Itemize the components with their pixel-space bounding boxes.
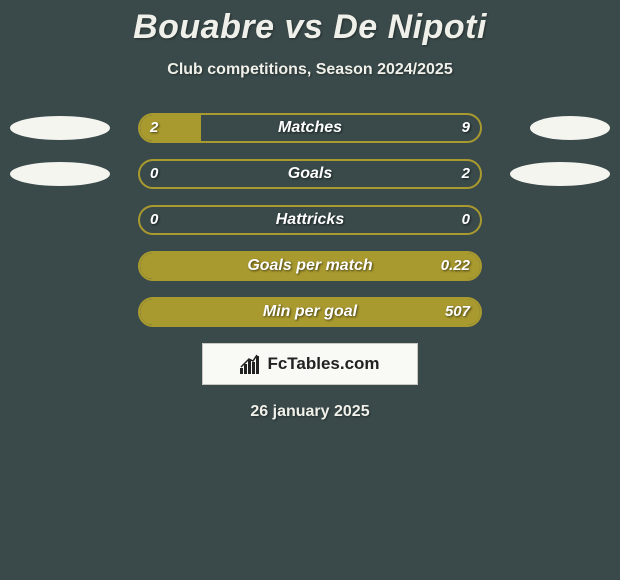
- comparison-chart: 2 Matches 9 0 Goals 2 0 Hattricks 0: [0, 113, 620, 327]
- stat-row-hattricks: 0 Hattricks 0: [0, 205, 620, 235]
- vs-text: vs: [284, 8, 323, 46]
- comparison-card: Bouabre vs De Nipoti Club competitions, …: [0, 0, 620, 421]
- left-bubble-icon: [10, 162, 110, 186]
- right-value: 9: [462, 115, 470, 141]
- right-value: 0: [462, 207, 470, 233]
- stat-label: Goals per match: [140, 253, 480, 279]
- player1-name: Bouabre: [133, 8, 274, 46]
- stat-bar: Min per goal 507: [138, 297, 482, 327]
- stat-row-goals: 0 Goals 2: [0, 159, 620, 189]
- stat-row-gpm: Goals per match 0.22: [0, 251, 620, 281]
- stat-row-matches: 2 Matches 9: [0, 113, 620, 143]
- right-value: 2: [462, 161, 470, 187]
- stat-bar: 0 Goals 2: [138, 159, 482, 189]
- brand-text: FcTables.com: [267, 354, 379, 374]
- stat-row-mpg: Min per goal 507: [0, 297, 620, 327]
- stat-label: Matches: [140, 115, 480, 141]
- brand-badge[interactable]: FcTables.com: [202, 343, 418, 385]
- page-title: Bouabre vs De Nipoti: [0, 8, 620, 47]
- stat-label: Min per goal: [140, 299, 480, 325]
- date-label: 26 january 2025: [0, 403, 620, 421]
- right-bubble-icon: [530, 116, 610, 140]
- right-bubble-icon: [510, 162, 610, 186]
- left-bubble-icon: [10, 116, 110, 140]
- stat-bar: 2 Matches 9: [138, 113, 482, 143]
- stat-label: Goals: [140, 161, 480, 187]
- player2-name: De Nipoti: [333, 8, 487, 46]
- subtitle: Club competitions, Season 2024/2025: [0, 61, 620, 79]
- stat-bar: 0 Hattricks 0: [138, 205, 482, 235]
- bars-icon: [240, 354, 262, 374]
- stat-bar: Goals per match 0.22: [138, 251, 482, 281]
- right-value: 0.22: [441, 253, 470, 279]
- right-value: 507: [445, 299, 470, 325]
- stat-label: Hattricks: [140, 207, 480, 233]
